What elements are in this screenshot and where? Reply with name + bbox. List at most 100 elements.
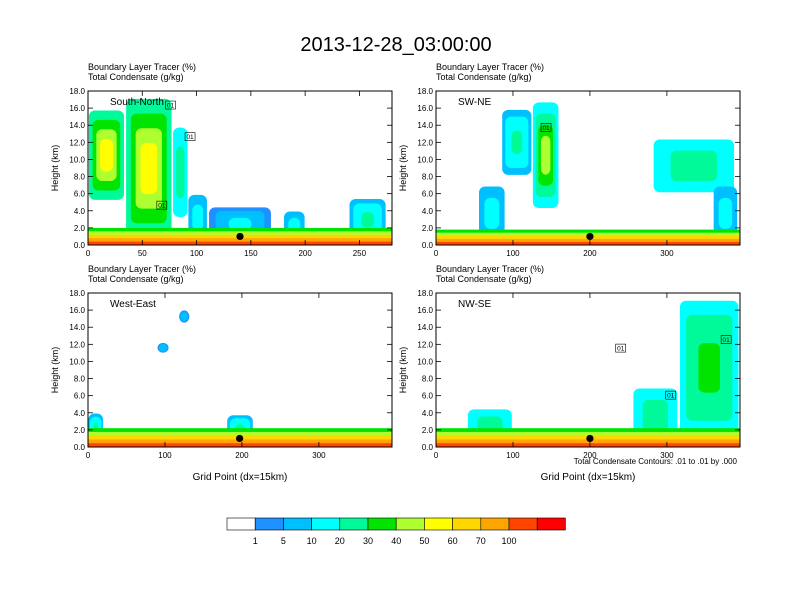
contour-label: 01 (723, 337, 731, 344)
panels: 0101010.02.04.06.08.010.012.014.016.018.… (50, 62, 741, 483)
y-axis-label: Height (km) (398, 347, 408, 394)
y-tick-label: 4.0 (74, 409, 86, 418)
y-tick-label: 4.0 (74, 207, 86, 216)
x-tick-label: 200 (235, 451, 249, 460)
x-tick-label: 300 (312, 451, 326, 460)
plot-area: 01 01 01 (436, 293, 740, 447)
tracer-plume (182, 314, 187, 319)
contour-label-box (165, 100, 176, 110)
y-tick-label: 4.0 (422, 207, 434, 216)
tracer-plume (228, 217, 252, 231)
boundary-layer-band (436, 443, 740, 447)
tracer-plume (679, 156, 709, 176)
x-tick-label: 0 (86, 249, 91, 258)
y-tick-label: 16.0 (69, 104, 85, 113)
y-tick-label: 2.0 (422, 224, 434, 233)
y-tick-label: 10.0 (69, 357, 85, 366)
tracer-plume (721, 203, 730, 224)
y-tick-label: 12.0 (417, 138, 433, 147)
tracer-plume (511, 130, 523, 155)
x-axis-label: Grid Point (dx=15km) (541, 472, 636, 483)
tracer-plume (177, 155, 183, 189)
colorbar-swatch (283, 517, 312, 531)
contour-footnote: Total Condensate Contours: .01 to .01 by… (574, 457, 738, 466)
y-tick-label: 16.0 (417, 104, 433, 113)
y-tick-label: 18.0 (69, 289, 85, 298)
field-label-tracer: Boundary Layer Tracer (%) (436, 264, 544, 274)
y-tick-label: 8.0 (74, 173, 86, 182)
location-marker (586, 434, 594, 443)
plot-area: 01 01 01 (88, 91, 392, 245)
y-tick-label: 0.0 (74, 443, 86, 452)
contour-label-box (615, 343, 627, 353)
panel-nw-se: 01 01 01 0.0 2.0 4.0 6.0 8.0 10.0 12.0 14.0 16.0 18.… (398, 264, 741, 483)
colorbar-swatch (452, 517, 482, 531)
y-tick-label: 18.0 (417, 289, 433, 298)
panel-name: South-North (110, 97, 164, 108)
colorbar-swatch (339, 517, 369, 531)
contour-label: 01 (617, 346, 625, 353)
field-label-condensate: Total Condensate (g/kg) (88, 274, 184, 284)
colorbar-swatch (226, 517, 256, 531)
y-tick-label: 14.0 (69, 323, 85, 332)
tracer-plume (698, 343, 720, 393)
location-marker (236, 232, 244, 241)
y-tick-label: 12.0 (69, 138, 85, 147)
x-tick-label: 100 (506, 249, 520, 258)
colorbar-swatch (508, 517, 538, 531)
tracer-plume (140, 142, 158, 195)
colorbar-label: 60 (448, 536, 458, 546)
colorbar-label: 1 (253, 536, 258, 546)
colorbar-swatch (536, 517, 566, 531)
plot-area (88, 293, 392, 447)
colorbar-label: 20 (335, 536, 345, 546)
colorbar-swatch (424, 517, 453, 531)
x-tick-label: 100 (158, 451, 172, 460)
tracer-plume (360, 212, 375, 228)
colorbar-label: 50 (419, 536, 429, 546)
y-tick-label: 16.0 (69, 306, 85, 315)
y-tick-label: 10.0 (417, 155, 433, 164)
contour-label-box (720, 335, 732, 344)
y-tick-label: 18.0 (69, 87, 85, 96)
tracer-plume (487, 203, 497, 224)
colorbar-label: 70 (476, 536, 486, 546)
x-tick-label: 0 (434, 451, 439, 460)
y-tick-label: 0.0 (74, 241, 86, 250)
contour-label-box (156, 200, 168, 210)
x-tick-label: 0 (86, 451, 91, 460)
y-tick-label: 2.0 (74, 426, 86, 435)
x-tick-label: 250 (353, 249, 367, 258)
boundary-layer-band (88, 443, 392, 447)
colorbar-label: 10 (307, 536, 317, 546)
tracer-plume (99, 138, 113, 172)
y-tick-label: 10.0 (69, 155, 85, 164)
panel-sw-ne: 01 0.0 2.0 4.0 6.0 8.0 10.0 12.0 14.0 16.0 18.0 0 10… (398, 62, 741, 258)
y-tick-label: 0.0 (422, 443, 434, 452)
y-tick-label: 4.0 (422, 409, 434, 418)
x-tick-label: 200 (583, 451, 597, 460)
y-tick-label: 14.0 (69, 121, 85, 130)
field-label-tracer: Boundary Layer Tracer (%) (88, 264, 196, 274)
y-tick-label: 2.0 (422, 426, 434, 435)
y-tick-label: 6.0 (74, 190, 86, 199)
x-axis-label: Grid Point (dx=15km) (193, 472, 288, 483)
plot-area: 01 (436, 91, 740, 245)
location-marker (586, 232, 594, 241)
colorbar-swatch (367, 517, 397, 531)
plot-frame (87, 90, 393, 246)
colorbar-label: 40 (391, 536, 401, 546)
panel-west-east: 0.0 2.0 4.0 6.0 8.0 10.0 12.0 14.0 16.0 18.0 0 100 2… (50, 264, 393, 483)
tracer-plume (194, 209, 202, 227)
x-tick-label: 50 (138, 249, 147, 258)
colorbar-label: 100 (501, 536, 516, 546)
field-label-condensate: Total Condensate (g/kg) (88, 72, 184, 82)
panel-name: SW-NE (458, 97, 491, 108)
field-label-condensate: Total Condensate (g/kg) (436, 274, 532, 284)
plot-frame (87, 292, 393, 448)
y-tick-label: 6.0 (422, 392, 434, 401)
figure-title: 2013-12-28_03:00:00 (300, 34, 491, 56)
panel-name: West-East (110, 299, 156, 310)
boundary-layer-band (88, 439, 392, 447)
